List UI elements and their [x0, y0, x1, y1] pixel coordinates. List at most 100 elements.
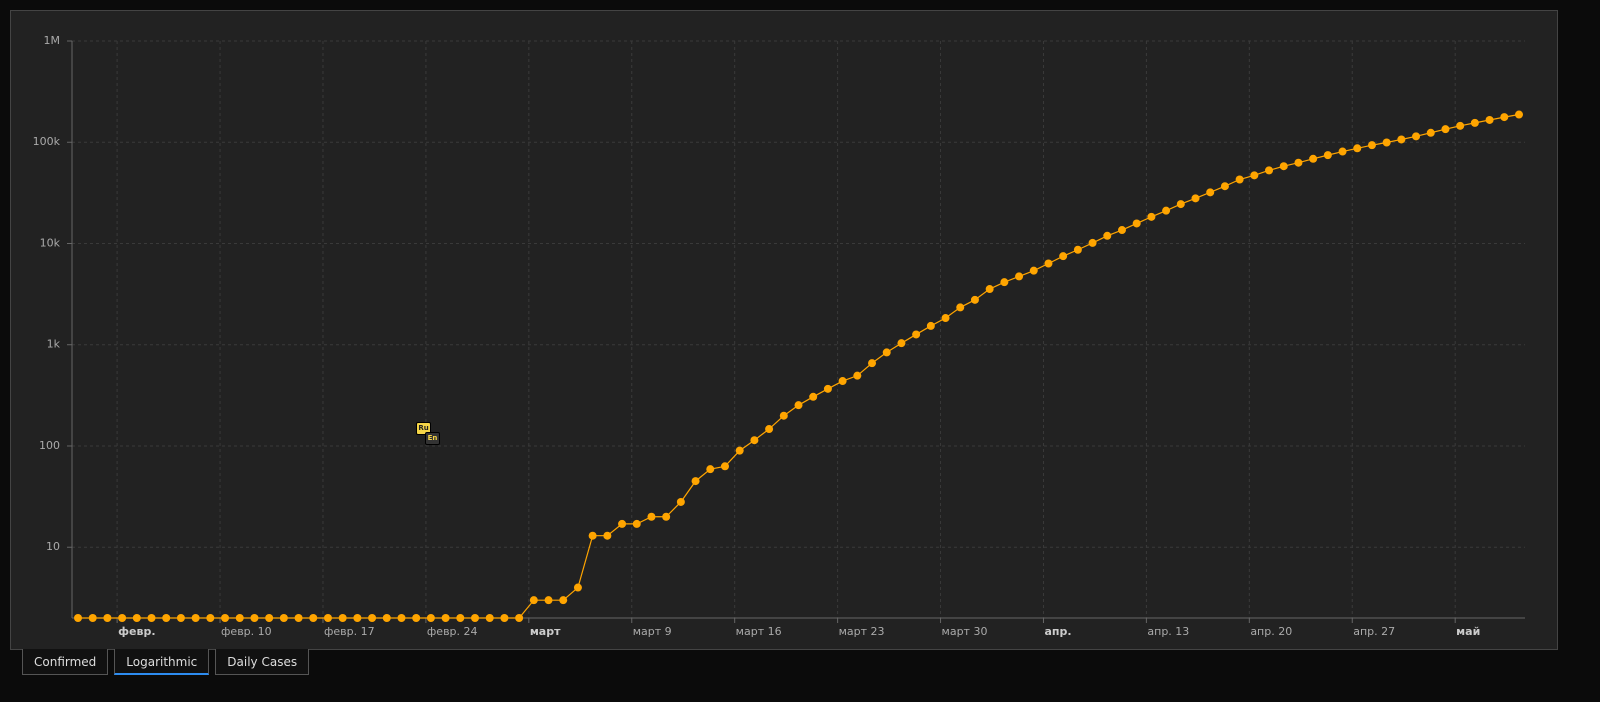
y-tick-label: 1M	[44, 34, 61, 47]
data-point	[412, 614, 421, 622]
x-tick-label: апр. 13	[1147, 625, 1189, 638]
data-point	[720, 462, 729, 471]
data-point	[529, 596, 538, 605]
data-point	[1206, 188, 1215, 197]
data-point	[1500, 113, 1509, 122]
data-point	[970, 295, 979, 304]
data-point	[1073, 245, 1082, 254]
data-point	[221, 614, 230, 622]
data-point	[471, 614, 480, 622]
data-point	[912, 330, 921, 339]
data-point	[1059, 252, 1068, 261]
data-point	[926, 321, 935, 330]
data-point	[1456, 121, 1465, 130]
data-point	[309, 614, 318, 622]
data-point	[676, 497, 685, 506]
x-tick-label: март 30	[942, 625, 988, 638]
data-point	[647, 512, 656, 521]
data-point	[368, 614, 377, 622]
data-point	[1412, 132, 1421, 141]
data-point	[323, 614, 332, 622]
data-point	[809, 392, 818, 401]
data-point	[1309, 154, 1318, 163]
data-point	[897, 339, 906, 348]
x-tick-label: март 23	[839, 625, 885, 638]
data-point	[132, 614, 141, 622]
data-point	[1367, 141, 1376, 150]
data-point	[426, 614, 435, 622]
data-point	[838, 377, 847, 386]
data-point	[206, 614, 215, 622]
data-point	[735, 446, 744, 455]
data-point	[823, 384, 832, 393]
data-point	[103, 614, 112, 622]
data-point	[382, 614, 391, 622]
chart-panel	[10, 10, 1558, 650]
data-point	[544, 596, 553, 605]
data-point	[176, 614, 185, 622]
tab-button[interactable]: Confirmed	[22, 649, 109, 675]
y-tick-label: 100k	[33, 135, 61, 148]
data-point	[1397, 135, 1406, 144]
x-tick-label: февр. 10	[221, 625, 272, 638]
x-tick-label: апр.	[1044, 625, 1071, 638]
data-point	[1338, 147, 1347, 156]
data-point	[941, 314, 950, 323]
data-point	[235, 614, 244, 622]
data-point	[74, 614, 82, 622]
data-point	[485, 614, 494, 622]
data-point	[1162, 206, 1171, 215]
data-point	[691, 477, 700, 486]
x-tick-label: февр. 17	[324, 625, 375, 638]
x-tick-label: март 9	[633, 625, 672, 638]
data-point	[1323, 151, 1332, 160]
data-point	[1132, 219, 1141, 228]
data-point	[1220, 182, 1229, 191]
data-point	[1015, 272, 1024, 281]
data-point	[456, 614, 465, 622]
data-point	[1176, 200, 1185, 209]
data-point	[1279, 162, 1288, 171]
data-point	[618, 519, 627, 528]
data-point	[1029, 266, 1038, 275]
data-point	[265, 614, 274, 622]
language-badge[interactable]: En	[425, 432, 440, 445]
data-point	[985, 285, 994, 294]
data-point	[588, 531, 597, 540]
data-point	[191, 614, 200, 622]
data-point	[765, 425, 774, 434]
data-point	[573, 583, 582, 592]
data-point	[1515, 110, 1523, 119]
data-point	[118, 614, 127, 622]
x-tick-label: март 16	[736, 625, 782, 638]
data-point	[603, 531, 612, 540]
data-point	[294, 614, 303, 622]
data-point	[1426, 128, 1435, 137]
data-point	[1441, 125, 1450, 134]
data-point	[1117, 226, 1126, 235]
data-point	[250, 614, 259, 622]
data-point	[662, 512, 671, 521]
data-point	[353, 614, 362, 622]
language-badge[interactable]: Ru	[416, 422, 431, 435]
tab-button[interactable]: Logarithmic	[114, 649, 210, 675]
x-tick-label: март	[530, 625, 561, 638]
data-point	[1382, 138, 1391, 147]
data-point	[1265, 166, 1274, 175]
data-point	[779, 411, 788, 420]
tab-button[interactable]: Daily Cases	[215, 649, 310, 675]
data-point	[1235, 175, 1244, 184]
data-point	[706, 465, 715, 474]
data-point	[147, 614, 156, 622]
y-tick-label: 10k	[40, 236, 61, 249]
data-point	[500, 614, 509, 622]
data-point	[853, 371, 862, 380]
data-point	[1294, 158, 1303, 167]
data-point	[397, 614, 406, 622]
x-tick-label: февр. 24	[427, 625, 478, 638]
data-point	[882, 348, 891, 357]
tab-bar: Confirmed Logarithmic Daily Cases	[22, 649, 310, 675]
data-point	[1250, 171, 1259, 180]
data-point	[279, 614, 288, 622]
